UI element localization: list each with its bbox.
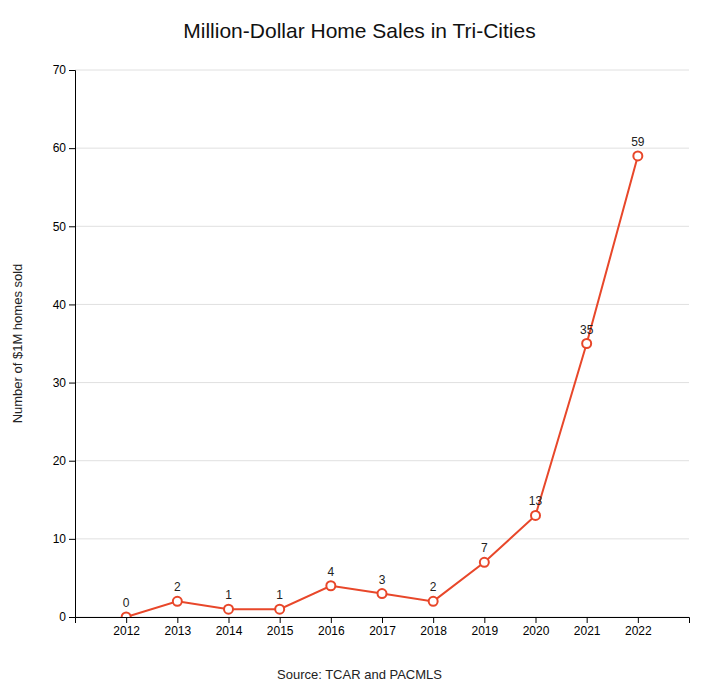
- x-axis-line: [76, 618, 690, 624]
- annotation: Source: TCAR and PACMLS: [277, 667, 442, 682]
- data-label: 1: [276, 588, 283, 602]
- plot: 2012201320142015201620172018201920202021…: [53, 63, 690, 637]
- grid-line: [75, 460, 689, 461]
- x-tick: 2018: [420, 617, 447, 638]
- y-tick: 40: [53, 298, 75, 312]
- x-tick-mark: [433, 617, 434, 623]
- y-tick-mark: [69, 70, 75, 71]
- x-tick-mark: [536, 617, 537, 623]
- grid-line: [75, 148, 689, 149]
- x-tick-mark: [177, 617, 178, 623]
- x-tick-label: 2015: [267, 624, 294, 638]
- data-label: 7: [481, 541, 488, 555]
- y-tick-mark: [69, 148, 75, 149]
- y-tick-label: 30: [53, 376, 67, 390]
- x-tick: 2017: [369, 617, 396, 638]
- y-tick-mark: [69, 461, 75, 462]
- x-tick: 2012: [113, 617, 140, 638]
- data-label: 59: [631, 135, 645, 149]
- x-tick-label: 2018: [420, 624, 447, 638]
- x-tick: 2021: [574, 617, 601, 638]
- point: [275, 605, 284, 614]
- chart: 2012201320142015201620172018201920202021…: [0, 0, 719, 697]
- y-tick-mark: [69, 539, 75, 540]
- point: [122, 613, 131, 618]
- data-label: 3: [379, 573, 386, 587]
- data-label: 4: [327, 565, 334, 579]
- y-tick: 60: [53, 141, 75, 155]
- x-tick-mark: [484, 617, 485, 623]
- y-tick-mark: [69, 304, 75, 305]
- y-tick-label: 0: [59, 610, 66, 624]
- grid: [75, 70, 689, 617]
- y-tick-label: 10: [53, 532, 67, 546]
- x-tick: 2014: [216, 617, 243, 638]
- y-tick-mark: [69, 617, 75, 618]
- data-label: 1: [225, 588, 232, 602]
- point: [429, 597, 438, 606]
- marks: [122, 151, 643, 617]
- x-tick: 2013: [164, 617, 191, 638]
- x-tick-mark: [638, 617, 639, 623]
- x-tick-label: 2020: [523, 624, 550, 638]
- y-tick: 30: [53, 376, 75, 390]
- x-tick-label: 2016: [318, 624, 345, 638]
- y-tick: 50: [53, 220, 75, 234]
- data-label: 2: [174, 580, 181, 594]
- point: [326, 581, 335, 590]
- x-tick-mark: [382, 617, 383, 623]
- grid-line: [75, 70, 689, 71]
- x-tick-label: 2021: [574, 624, 601, 638]
- y-axis-title: Number of $1M homes sold: [10, 264, 25, 424]
- x-tick-label: 2013: [164, 624, 191, 638]
- x-tick-label: 2022: [625, 624, 652, 638]
- y-tick-label: 60: [53, 141, 67, 155]
- y-tick-label: 40: [53, 298, 67, 312]
- y-tick-label: 50: [53, 220, 67, 234]
- x-tick-label: 2017: [369, 624, 396, 638]
- x-tick: 2019: [471, 617, 498, 638]
- y-tick-mark: [69, 383, 75, 384]
- grid-line: [75, 226, 689, 227]
- title: Million-Dollar Home Sales in Tri-Cities: [183, 19, 535, 42]
- point: [378, 589, 387, 598]
- y-axis-line: [69, 71, 76, 618]
- x-tick-mark: [229, 617, 230, 623]
- y-tick: 20: [53, 454, 75, 468]
- x-tick-mark: [280, 617, 281, 623]
- data-label: 2: [430, 580, 437, 594]
- y-tick: 70: [53, 63, 75, 77]
- x-tick-label: 2019: [471, 624, 498, 638]
- point: [480, 558, 489, 567]
- y-tick-label: 70: [53, 63, 67, 77]
- y-tick: 10: [53, 532, 75, 546]
- x-tick: 2022: [625, 617, 652, 638]
- x-tick: 2020: [523, 617, 550, 638]
- y-tick: 0: [59, 610, 75, 624]
- x-tick: 2016: [318, 617, 345, 638]
- data-label: 35: [580, 323, 594, 337]
- grid-line: [75, 538, 689, 539]
- point: [173, 597, 182, 606]
- x-tick-label: 2012: [113, 624, 140, 638]
- line: [126, 156, 638, 617]
- x-axis: 2012 2013 2014 2015 2016 2017 2018 2019 2020 2021…: [76, 617, 690, 638]
- grid-line: [75, 382, 689, 383]
- x-tick-mark: [587, 617, 588, 623]
- data-label: 13: [529, 494, 543, 508]
- point: [531, 511, 540, 520]
- point: [633, 151, 642, 160]
- x-tick-mark: [126, 617, 127, 623]
- y-tick-label: 20: [53, 454, 67, 468]
- x-tick-mark: [331, 617, 332, 623]
- data-label: 0: [123, 596, 130, 610]
- point: [224, 605, 233, 614]
- data-labels: 0 2 1 1 4 3 2 7 13 35 59: [123, 135, 645, 610]
- x-tick: 2015: [267, 617, 294, 638]
- x-tick-label: 2014: [216, 624, 243, 638]
- y-axis: 0 10 20 30 40 50 60 70: [53, 63, 76, 624]
- y-tick-mark: [69, 226, 75, 227]
- point: [582, 339, 591, 348]
